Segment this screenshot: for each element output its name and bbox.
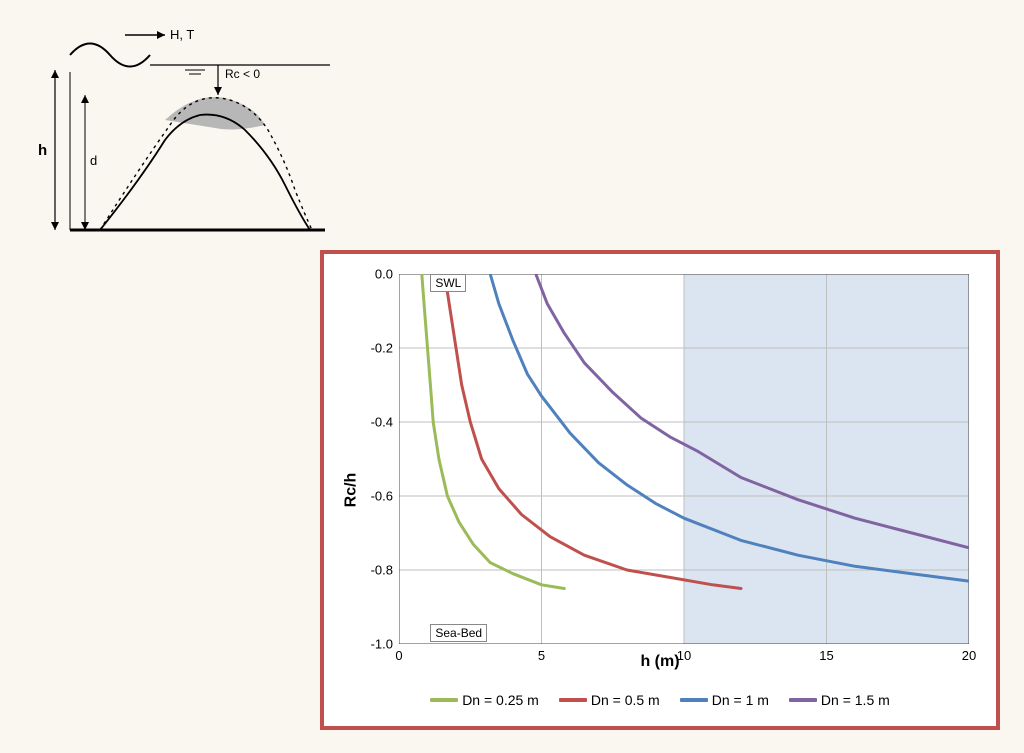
ytick-label: 0.0 [375, 267, 399, 282]
annotation: Sea-Bed [430, 624, 487, 642]
figure-container: H, T Rc < 0 h d [20, 20, 1004, 733]
plot-svg [399, 274, 969, 644]
legend-item: Dn = 1.5 m [789, 692, 890, 708]
xtick-label: 5 [538, 644, 545, 663]
chart-container: Rc/h 0.0-0.2-0.4-0.6-0.8-1.005101520SWLS… [320, 250, 1000, 730]
legend-label: Dn = 0.25 m [462, 692, 539, 708]
legend-label: Dn = 1.5 m [821, 692, 890, 708]
label-h: h [38, 142, 47, 159]
label-d: d [90, 153, 97, 168]
legend-label: Dn = 1 m [712, 692, 769, 708]
xtick-label: 0 [395, 644, 402, 663]
legend-item: Dn = 0.5 m [559, 692, 660, 708]
y-axis-label: Rc/h [342, 473, 360, 508]
ytick-label: -0.2 [371, 341, 399, 356]
label-rc: Rc < 0 [225, 67, 260, 81]
legend: Dn = 0.25 m Dn = 0.5 m Dn = 1 m Dn = 1.5 m [324, 692, 996, 708]
legend-label: Dn = 0.5 m [591, 692, 660, 708]
ytick-label: -0.8 [371, 563, 399, 578]
annotation: SWL [430, 274, 466, 292]
legend-swatch [430, 698, 458, 702]
legend-swatch [559, 698, 587, 702]
legend-item: Dn = 0.25 m [430, 692, 539, 708]
xtick-label: 20 [962, 644, 976, 663]
xtick-label: 15 [819, 644, 833, 663]
label-ht: H, T [170, 27, 194, 42]
plot-area: 0.0-0.2-0.4-0.6-0.8-1.005101520SWLSea-Be… [399, 274, 969, 644]
legend-item: Dn = 1 m [680, 692, 769, 708]
ytick-label: -0.6 [371, 489, 399, 504]
x-axis-label: h (m) [640, 653, 679, 671]
ytick-label: -0.4 [371, 415, 399, 430]
legend-swatch [680, 698, 708, 702]
schematic-svg: H, T Rc < 0 h d [30, 20, 330, 250]
schematic-diagram: H, T Rc < 0 h d [30, 20, 330, 250]
legend-swatch [789, 698, 817, 702]
